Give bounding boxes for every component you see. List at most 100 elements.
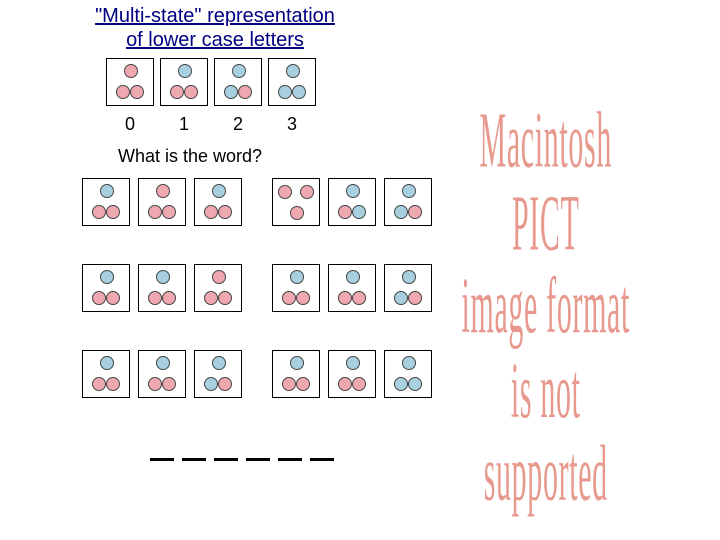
puzzle-row-1 [82,178,432,226]
state-circle [290,270,304,284]
state-circle [148,377,162,391]
state-circle [156,184,170,198]
demo-labels-row: 0123 [106,114,316,135]
state-cell [194,178,242,226]
diagram-title: "Multi-state" representation of lower ca… [95,4,335,52]
pict-line-1: Macintosh PICT [480,96,612,267]
state-cell [328,178,376,226]
state-circle [232,64,246,78]
state-circle [338,205,352,219]
puzzle-group [82,178,242,226]
state-cell [384,350,432,398]
state-circle [346,356,360,370]
state-circle [278,185,292,199]
answer-blank [310,458,334,461]
state-cell [82,264,130,312]
state-circle [408,291,422,305]
state-cell [160,58,208,106]
state-circle [162,205,176,219]
state-cell [272,350,320,398]
puzzle-group [82,350,242,398]
state-cell [138,178,186,226]
state-circle [100,356,114,370]
state-circle [106,291,120,305]
state-circle [148,205,162,219]
puzzle-row-2 [82,264,432,312]
puzzle-group [82,264,242,312]
state-circle [346,270,360,284]
state-circle [352,377,366,391]
demo-label: 1 [160,114,208,135]
state-circle [124,64,138,78]
state-circle [402,356,416,370]
demo-label: 3 [268,114,316,135]
answer-blank [182,458,206,461]
pict-line-3: is not supported [484,346,608,517]
state-circle [116,85,130,99]
state-circle [296,377,310,391]
state-circle [338,377,352,391]
state-circle [402,184,416,198]
state-circle [212,270,226,284]
state-circle [106,377,120,391]
state-circle [178,64,192,78]
answer-blank [150,458,174,461]
title-line-1: "Multi-state" representation [95,5,335,27]
state-circle [204,205,218,219]
state-circle [278,85,292,99]
state-cell [194,264,242,312]
state-circle [212,356,226,370]
state-circle [212,184,226,198]
answer-blank [214,458,238,461]
state-circle [394,377,408,391]
state-circle [338,291,352,305]
state-circle [148,291,162,305]
state-circle [394,205,408,219]
state-circle [204,291,218,305]
question-text: What is the word? [118,146,262,167]
pict-error-placeholder: Macintosh PICT image format is not suppo… [456,100,636,516]
state-circle [282,291,296,305]
state-cell [268,58,316,106]
state-circle [218,291,232,305]
state-circle [170,85,184,99]
state-cell [328,350,376,398]
state-circle [100,270,114,284]
demo-label: 2 [214,114,262,135]
state-cell [272,178,320,226]
puzzle-group [272,350,432,398]
state-cell [82,178,130,226]
title-line-2: of lower case letters [126,29,304,51]
state-cell [328,264,376,312]
state-circle [290,206,304,220]
state-circle [346,184,360,198]
state-circle [408,377,422,391]
state-circle [224,85,238,99]
state-circle [290,356,304,370]
state-circle [92,291,106,305]
state-circle [106,205,120,219]
state-cell [384,264,432,312]
state-circle [218,205,232,219]
pict-line-2: image format [462,263,631,351]
state-circle [408,205,422,219]
state-circle [156,356,170,370]
state-circle [238,85,252,99]
state-circle [282,377,296,391]
state-cell [138,264,186,312]
puzzle-group [272,178,432,226]
state-circle [286,64,300,78]
state-cell [138,350,186,398]
state-circle [162,291,176,305]
state-circle [300,185,314,199]
state-cell [106,58,154,106]
state-circle [130,85,144,99]
state-circle [292,85,306,99]
answer-blanks [150,458,334,461]
state-circle [394,291,408,305]
state-circle [92,377,106,391]
puzzle-group [272,264,432,312]
state-circle [218,377,232,391]
state-circle [352,291,366,305]
demo-cells-row [106,58,316,106]
